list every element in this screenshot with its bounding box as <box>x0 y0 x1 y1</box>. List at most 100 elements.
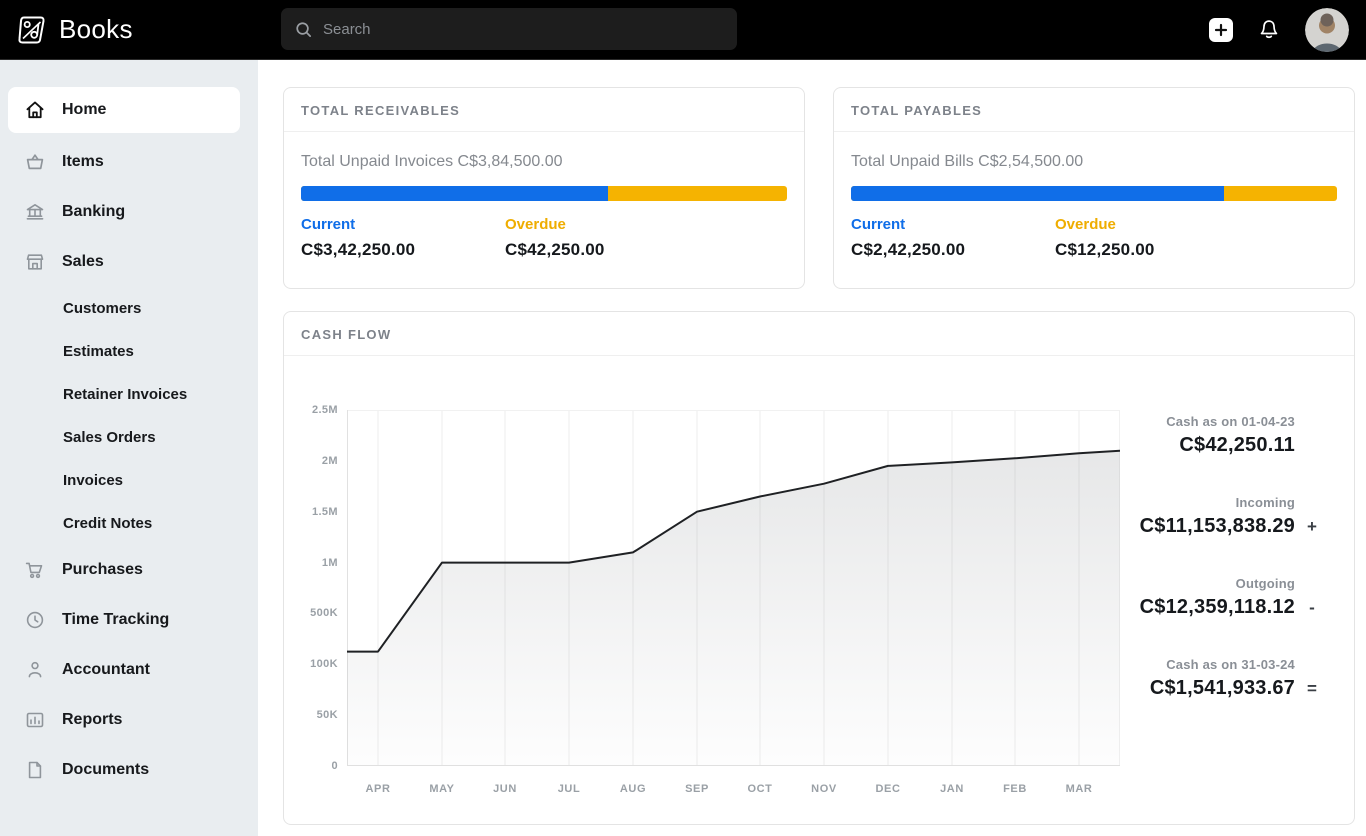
sidebar-item-label: Documents <box>62 761 150 778</box>
user-avatar[interactable] <box>1305 7 1349 52</box>
sidebar-item-sales-orders[interactable]: Sales Orders <box>0 416 258 459</box>
card-title: TOTAL PAYABLES <box>834 88 1354 132</box>
x-tick-label: NOV <box>811 783 837 795</box>
person-icon <box>24 659 46 681</box>
x-tick-label: JUN <box>493 783 517 795</box>
sidebar-item-label: Banking <box>62 203 126 220</box>
sidebar-item-credit-notes[interactable]: Credit Notes <box>0 502 258 545</box>
books-logo-icon <box>14 13 48 47</box>
sidebar-item-label: Invoices <box>63 472 124 489</box>
stat-symbol: + <box>1307 516 1317 536</box>
sidebar-item-purchases[interactable]: Purchases <box>0 545 258 595</box>
stat-outgoing: Outgoing C$12,359,118.12 - <box>1120 576 1319 619</box>
document-icon <box>24 759 46 781</box>
x-tick-label: APR <box>365 783 391 795</box>
x-tick-label: DEC <box>875 783 901 795</box>
x-tick-label: MAR <box>1065 783 1093 795</box>
card-title: CASH FLOW <box>284 312 1354 356</box>
sidebar-item-items[interactable]: Items <box>0 137 258 187</box>
chart-area-fill <box>347 450 1120 766</box>
stat-incoming: Incoming C$11,153,838.29 + <box>1120 495 1319 538</box>
stat-value: C$1,541,933.67 <box>1149 677 1295 699</box>
x-tick-label: FEB <box>1003 783 1027 795</box>
receivables-progress-bar <box>301 186 787 201</box>
x-tick-label: JUL <box>557 783 581 795</box>
cart-icon <box>24 559 46 581</box>
payables-current-segment <box>851 186 1225 201</box>
overdue-label: Overdue <box>505 216 566 233</box>
x-tick-label: MAY <box>429 783 455 795</box>
y-tick-label: 0 <box>331 760 338 772</box>
stat-symbol: - <box>1309 597 1315 617</box>
storefront-icon <box>24 251 46 273</box>
y-tick-label: 500K <box>310 607 338 620</box>
app-title: Books <box>59 14 133 44</box>
total-receivables-card: TOTAL RECEIVABLES Total Unpaid Invoices … <box>283 87 805 289</box>
x-tick-label: OCT <box>747 783 773 795</box>
basket-icon <box>24 151 46 173</box>
sidebar-item-label: Items <box>62 153 104 170</box>
home-icon <box>24 99 46 121</box>
sidebar-item-customers[interactable]: Customers <box>0 287 258 330</box>
sidebar-item-accountant[interactable]: Accountant <box>0 645 258 695</box>
search-icon <box>294 20 313 39</box>
cash-flow-chart <box>347 410 1121 766</box>
sidebar-item-retainer-invoices[interactable]: Retainer Invoices <box>0 373 258 416</box>
overdue-value: C$12,250.00 <box>1055 240 1155 259</box>
stat-symbol: = <box>1307 678 1317 698</box>
current-label: Current <box>301 216 356 233</box>
current-label: Current <box>851 216 906 233</box>
bank-icon <box>24 201 46 223</box>
topbar-actions <box>1209 7 1349 52</box>
topbar: Books <box>0 0 1366 59</box>
overdue-label: Overdue <box>1055 216 1116 233</box>
y-tick-label: 1.5M <box>311 505 338 518</box>
sidebar-item-time-tracking[interactable]: Time Tracking <box>0 595 258 645</box>
quick-create-button[interactable] <box>1209 17 1233 42</box>
sidebar-item-documents[interactable]: Documents <box>0 745 258 795</box>
receivables-current-segment <box>301 186 609 201</box>
sidebar-item-label: Purchases <box>62 561 143 578</box>
sidebar-item-label: Estimates <box>63 343 134 360</box>
y-tick-label: 50K <box>316 709 338 722</box>
y-tick-label: 2M <box>321 454 338 467</box>
chart-x-axis: APR MAY JUN JUL AUG SEP OCT NOV DEC JAN FEB MAR <box>347 766 1120 808</box>
sidebar-item-home[interactable]: Home <box>8 87 240 133</box>
unpaid-bills-total: Total Unpaid Bills C$2,54,500.00 <box>851 153 1084 170</box>
y-tick-label: 2.5M <box>311 404 338 416</box>
sidebar-item-label: Sales Orders <box>63 429 156 446</box>
sidebar-item-invoices[interactable]: Invoices <box>0 459 258 502</box>
bar-chart-icon <box>24 709 46 731</box>
x-tick-label: JAN <box>940 783 964 795</box>
chart-line <box>347 449 1121 653</box>
search-bar[interactable] <box>281 8 737 50</box>
sidebar-item-label: Home <box>62 101 107 118</box>
sidebar-item-label: Sales <box>62 253 104 270</box>
cash-flow-card: CASH FLOW 0 50K 100K 500K 1M 1.5M 2M 2.5M APR MA… <box>283 311 1355 825</box>
cash-flow-stats: Cash as on 01-04-23 C$42,250.11 Incoming… <box>1120 410 1354 808</box>
stat-value: C$42,250.11 <box>1179 434 1295 456</box>
sidebar-item-label: Credit Notes <box>63 515 153 532</box>
sidebar-item-label: Accountant <box>62 661 150 678</box>
y-tick-label: 1M <box>321 556 338 569</box>
sidebar-item-reports[interactable]: Reports <box>0 695 258 745</box>
overdue-value: C$42,250.00 <box>505 240 605 259</box>
app-logo[interactable]: Books <box>14 13 133 47</box>
total-payables-card: TOTAL PAYABLES Total Unpaid Bills C$2,54… <box>833 87 1355 289</box>
sidebar-item-label: Retainer Invoices <box>63 386 188 403</box>
unpaid-invoices-total: Total Unpaid Invoices C$3,84,500.00 <box>301 153 563 170</box>
search-input[interactable] <box>323 20 724 38</box>
notifications-bell-icon[interactable] <box>1257 18 1281 42</box>
sidebar-item-estimates[interactable]: Estimates <box>0 330 258 373</box>
chart-y-axis: 0 50K 100K 500K 1M 1.5M 2M 2.5M <box>301 404 347 772</box>
stat-value: C$12,359,118.12 <box>1139 596 1295 618</box>
x-tick-label: SEP <box>685 783 709 795</box>
sidebar-item-sales[interactable]: Sales <box>0 237 258 287</box>
x-tick-label: AUG <box>619 783 647 795</box>
stat-closing-cash: Cash as on 31-03-24 C$1,541,933.67 = <box>1120 657 1319 700</box>
current-value: C$3,42,250.00 <box>301 240 416 259</box>
sidebar-item-label: Reports <box>62 711 123 728</box>
sidebar-item-banking[interactable]: Banking <box>0 187 258 237</box>
cash-flow-area-chart <box>347 410 1121 766</box>
sidebar-nav: Home Items Banking Sales <box>0 60 258 836</box>
